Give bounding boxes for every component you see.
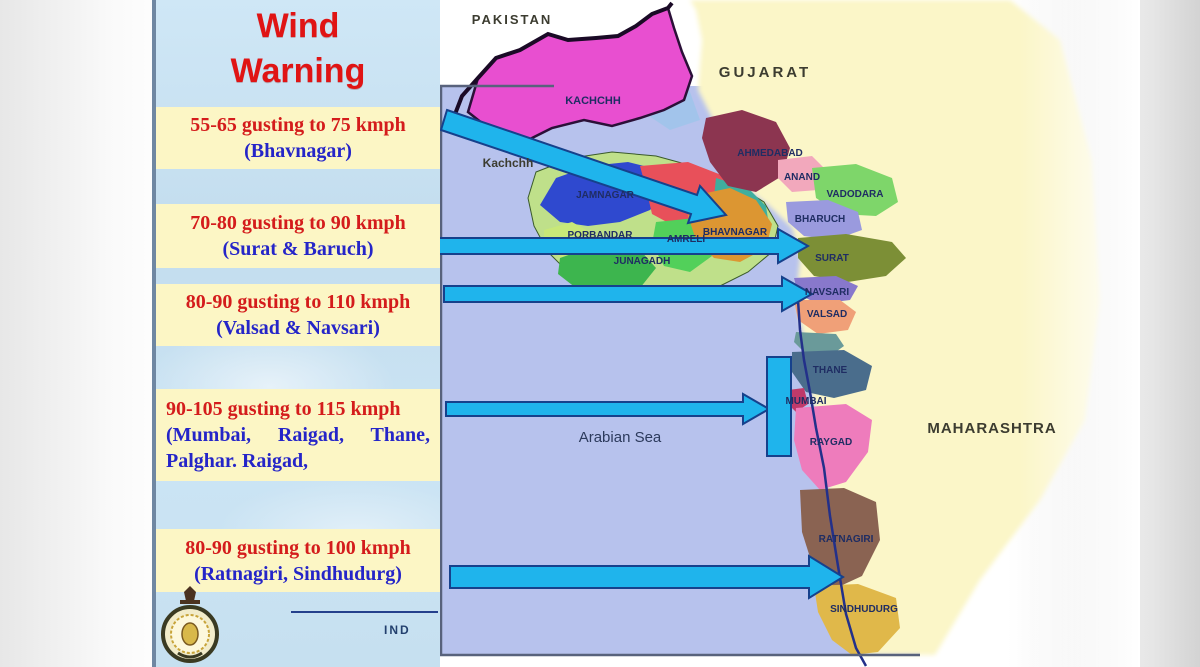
- district-label-surat: SURAT: [815, 253, 849, 264]
- footer-divider: [291, 611, 438, 613]
- district-label-anand: ANAND: [784, 172, 820, 183]
- district-label-thane: THANE: [813, 365, 848, 376]
- label-maharashtra: MAHARASHTRA: [927, 420, 1056, 437]
- wind-area-text: (Bhavnagar): [244, 140, 352, 162]
- label-gujarat: GUJARAT: [719, 64, 811, 81]
- wind-area-text: (Ratnagiri, Sindhudurg): [194, 562, 402, 585]
- district-label-mumbai: MUMBAI: [785, 396, 826, 407]
- imd-logo-icon: [160, 585, 220, 667]
- map-fade-edge: [1020, 0, 1140, 667]
- district-label-porbandar: PORBANDAR: [568, 230, 634, 241]
- title-line-1: Wind: [256, 7, 340, 45]
- district-label-vadodara: VADODARA: [826, 189, 883, 200]
- coastline: [796, 299, 868, 667]
- district-surat: [798, 234, 906, 282]
- district-label-bhavnagar: BHAVNAGAR: [703, 227, 768, 238]
- wind-arrow-ratnagiri-sindhudurg: [449, 554, 845, 600]
- district-sindhudurg: [814, 584, 900, 655]
- district-label-kachchh: KACHCHH: [565, 95, 621, 107]
- district-palghar: [794, 332, 844, 356]
- district-label-ratnagiri: RATNAGIRI: [819, 534, 874, 545]
- footer-org-text: IND: [384, 623, 411, 637]
- wind-arrow-bhavnagar: [440, 108, 728, 225]
- wind-area-text: (Mumbai, Raigad, Thane, Palghar. Raigad,: [166, 424, 430, 472]
- wind-area-text: (Surat & Baruch): [222, 238, 374, 260]
- district-ahmedabad: [702, 110, 790, 192]
- district-raygad: [794, 404, 872, 490]
- wind-speed-text: 80-90 gusting to 100 kmph: [185, 536, 411, 559]
- label-arabian-sea: Arabian Sea: [579, 429, 662, 446]
- warning-panel: Wind Warning 55-65 gusting to 75 kmph (B…: [152, 0, 440, 667]
- title-line-2: Warning: [230, 52, 366, 90]
- warning-item-valsad-navsari: 80-90 gusting to 110 kmph (Valsad & Navs…: [156, 284, 440, 346]
- label-pakistan: PAKISTAN: [472, 12, 553, 27]
- district-valsad: [794, 300, 856, 334]
- district-label-valsad: VALSAD: [807, 309, 847, 320]
- warning-item-bhavnagar: 55-65 gusting to 75 kmph (Bhavnagar): [156, 107, 440, 169]
- district-label-navsari: NAVSARI: [805, 287, 849, 298]
- warning-item-surat-baruch: 70-80 gusting to 90 kmph (Surat & Baruch…: [156, 204, 440, 268]
- wind-speed-text: 90-105 gusting to 115 kmph: [166, 398, 401, 420]
- district-navsari: [794, 276, 858, 304]
- district-label-sindhudurg: SINDHUDURG: [830, 604, 898, 615]
- district-thane: [792, 350, 872, 398]
- district-label-amreli: AMRELI: [667, 234, 706, 245]
- district-label-ahmedabad: AHMEDABAD: [737, 148, 803, 159]
- label-gulf-of-kachchh: Kachchh: [483, 156, 534, 170]
- wind-area-text: (Valsad & Navsari): [216, 317, 380, 339]
- district-label-raygad: RAYGAD: [810, 437, 852, 448]
- district-label-bharuch: BHARUCH: [795, 214, 846, 225]
- wind-speed-text: 55-65 gusting to 75 kmph: [190, 114, 406, 136]
- warning-item-mumbai-region: 90-105 gusting to 115 kmph (Mumbai, Raig…: [156, 389, 440, 481]
- pakistan-border-line: [450, 1, 674, 123]
- district-junagadh: [558, 244, 656, 296]
- wind-arrow-navsari-valsad: [443, 275, 815, 313]
- warning-item-ratnagiri-sindhudurg: 80-90 gusting to 100 kmph (Ratnagiri, Si…: [156, 529, 440, 592]
- mumbai-region-bracket: [766, 356, 792, 457]
- wind-speed-text: 70-80 gusting to 90 kmph: [190, 212, 406, 234]
- district-label-jamnagar: JAMNAGAR: [576, 190, 635, 201]
- wind-speed-text: 80-90 gusting to 110 kmph: [185, 291, 411, 313]
- district-bharuch: [786, 200, 862, 240]
- wind-arrow-surat: [440, 227, 811, 265]
- wind-arrow-mumbai-region: [445, 392, 772, 426]
- map-border: [440, 84, 920, 657]
- district-label-junagadh: JUNAGADH: [614, 256, 671, 267]
- india-west-coast-map: PAKISTAN GUJARAT MAHARASHTRA Arabian Sea…: [440, 0, 1140, 667]
- page-title: Wind Warning: [156, 4, 440, 94]
